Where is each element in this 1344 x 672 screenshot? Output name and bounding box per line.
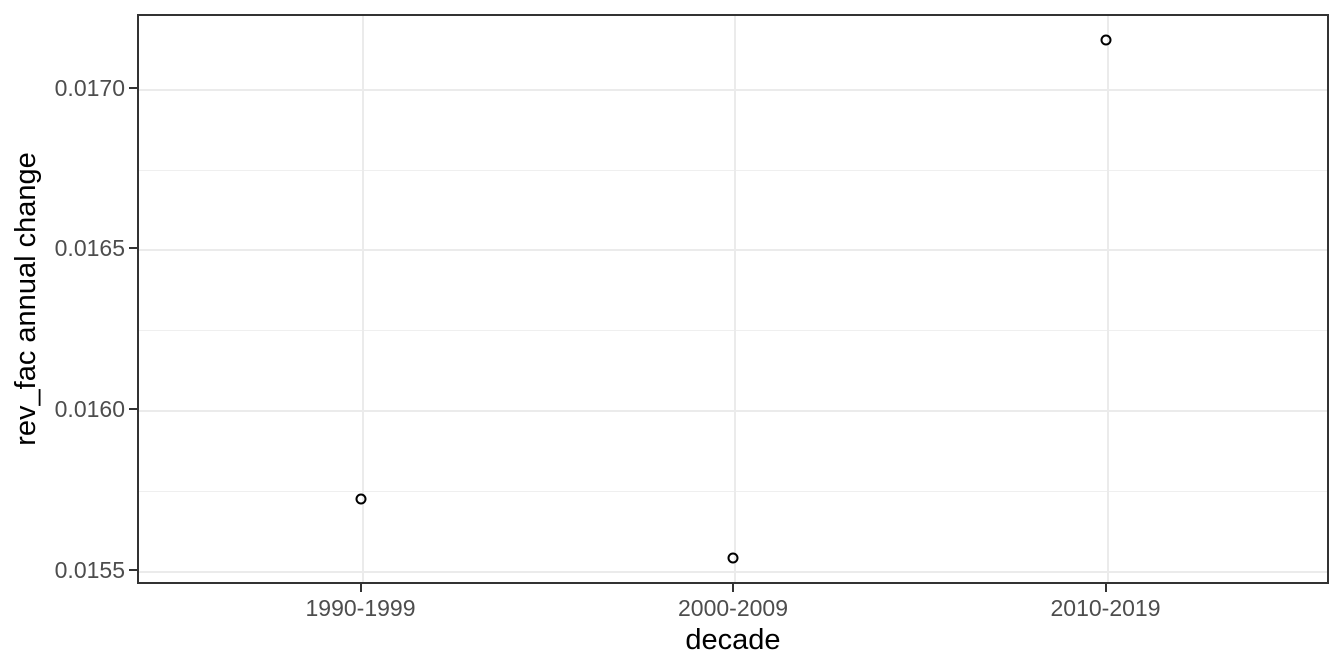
gridline-y-major	[139, 409, 1327, 412]
gridline-x-major	[1106, 16, 1109, 582]
y-tick-mark	[129, 86, 137, 89]
gridline-y-minor	[139, 330, 1327, 332]
x-axis-title: decade	[685, 624, 781, 656]
y-tick-label: 0.0155	[54, 556, 125, 583]
gridline-y-minor	[139, 169, 1327, 171]
x-tick-label: 2010-2019	[1050, 595, 1161, 621]
y-tick-label: 0.0170	[54, 74, 125, 101]
y-tick-label: 0.0160	[54, 395, 125, 422]
gridline-x-major	[734, 16, 736, 582]
data-point	[1100, 34, 1111, 46]
x-tick-mark	[359, 584, 362, 592]
x-tick-mark	[732, 584, 734, 592]
data-point	[727, 552, 739, 564]
gridline-y-major	[139, 88, 1327, 91]
x-tick-label: 1990-1999	[305, 595, 416, 621]
plot-panel	[137, 14, 1329, 584]
data-point	[355, 493, 366, 505]
y-tick-mark	[129, 407, 137, 410]
x-tick-mark	[1104, 584, 1107, 592]
y-tick-label: 0.0165	[54, 235, 125, 262]
gridline-x-major	[361, 16, 364, 582]
x-tick-label: 2000-2009	[678, 595, 788, 621]
y-tick-mark	[129, 568, 137, 571]
gridline-y-major	[139, 570, 1327, 573]
gridline-y-major	[139, 249, 1327, 252]
y-tick-mark	[129, 247, 137, 250]
y-axis-title: rev_fac annual change	[10, 152, 42, 446]
gridline-y-minor	[139, 490, 1327, 492]
